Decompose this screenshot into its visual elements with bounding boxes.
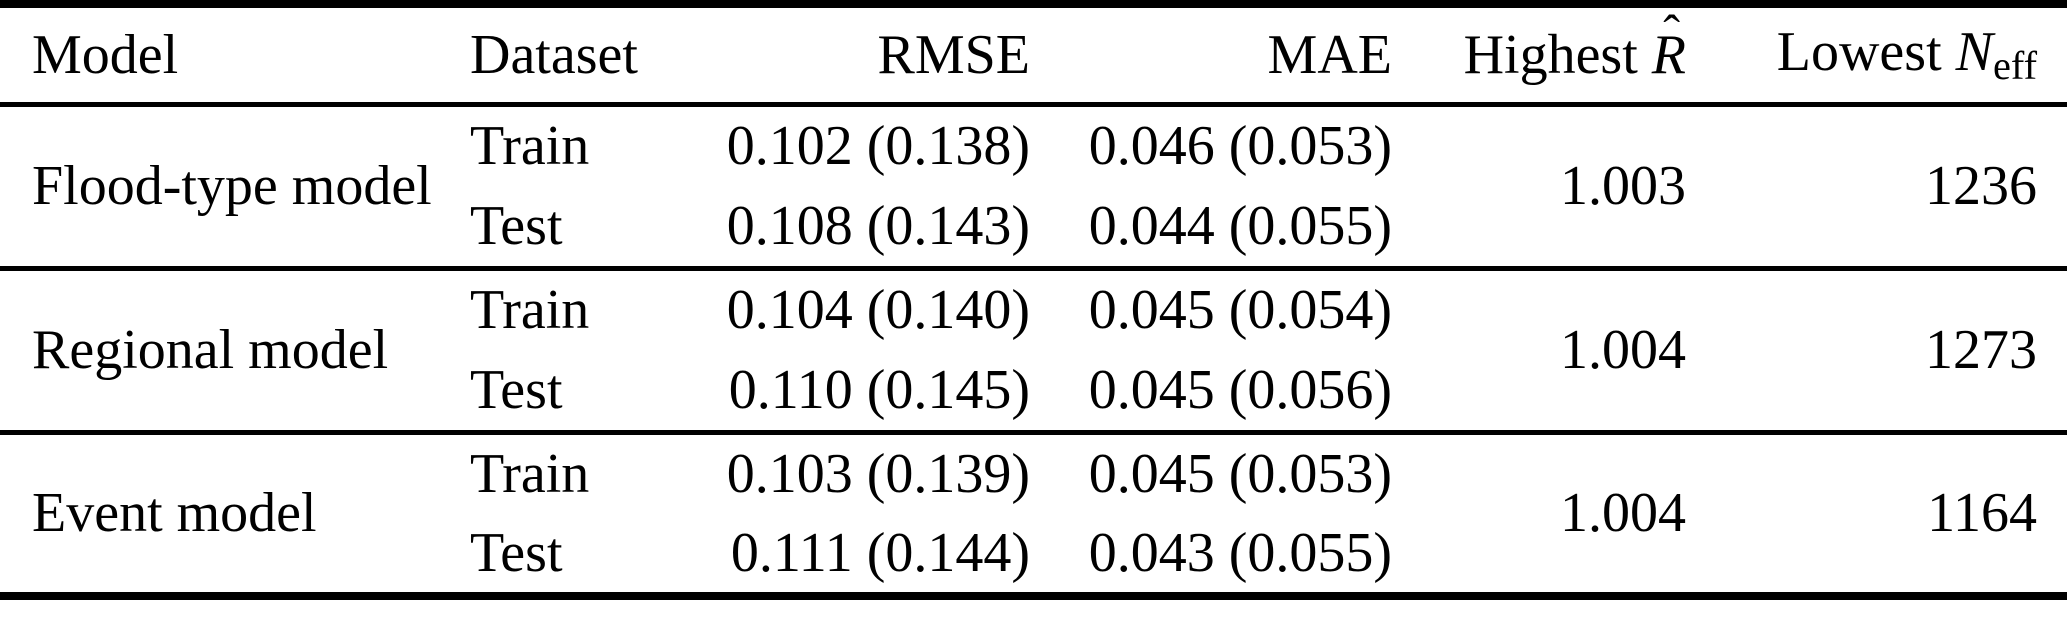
header-model: Model [0, 4, 470, 107]
cell-dataset: Test [470, 522, 563, 584]
table-row: Test 0.110 (0.145) 0.045 (0.056) [0, 350, 2067, 432]
table-row: Test 0.108 (0.143) 0.044 (0.055) [0, 186, 2067, 268]
cell-rmse: 0.111 (0.144) [730, 522, 1030, 584]
cell-rmse: 0.103 (0.139) [726, 443, 1030, 506]
table-row: Flood-type model Train 0.102 (0.138) 0.0… [0, 104, 2067, 214]
row-group-flood-type-model: Flood-type model Train 0.102 (0.138) 0.0… [0, 104, 2067, 268]
header-lowest-neff: Lowest Neff [1686, 4, 2067, 107]
cell-mae: 0.045 (0.053) [1088, 443, 1392, 506]
cell-rmse: 0.108 (0.143) [726, 194, 1030, 257]
cell-mae: 0.046 (0.053) [1088, 115, 1392, 178]
header-mae: MAE [1030, 4, 1392, 107]
table-row: Test 0.111 (0.144) 0.043 (0.055) [0, 514, 2067, 596]
cell-highest-rhat: 1.004 [1560, 482, 1686, 545]
cell-lowest-neff: 1273 [1925, 319, 2037, 381]
cell-rmse: 0.104 (0.140) [726, 279, 1030, 342]
cell-model-name: Event model [32, 482, 317, 545]
cell-dataset: Train [470, 279, 590, 342]
cell-mae: 0.044 (0.055) [1088, 194, 1392, 257]
header-highest-rhat-prefix: Highest [1463, 23, 1652, 86]
cell-mae: 0.045 (0.054) [1088, 279, 1392, 342]
cell-lowest-neff: 1164 [1927, 482, 2037, 545]
cell-dataset: Train [470, 443, 590, 506]
cell-dataset: Train [470, 115, 590, 178]
cell-dataset: Test [470, 358, 563, 421]
header-rmse: RMSE [710, 4, 1030, 107]
rhat-letter: R [1651, 23, 1686, 86]
row-group-regional-model: Regional model Train 0.104 (0.140) 0.045… [0, 268, 2067, 432]
cell-mae: 0.043 (0.055) [1088, 522, 1392, 584]
cell-model-name: Flood-type model [32, 155, 432, 217]
cell-rmse: 0.110 (0.145) [728, 358, 1030, 421]
cell-lowest-neff: 1236 [1925, 155, 2037, 217]
rhat-hat-accent: ˆ [1663, 4, 1681, 61]
table-row: Event model Train 0.103 (0.139) 0.045 (0… [0, 432, 2067, 541]
cell-rmse: 0.102 (0.138) [726, 115, 1030, 178]
cell-highest-rhat: 1.004 [1560, 319, 1686, 381]
header-dataset: Dataset [470, 4, 710, 107]
table-row: Regional model Train 0.104 (0.140) 0.045… [0, 268, 2067, 378]
row-group-event-model: Event model Train 0.103 (0.139) 0.045 (0… [0, 432, 2067, 596]
neff-subscript: eff [1992, 42, 2037, 88]
neff-symbol: N [1955, 20, 1993, 83]
header-lowest-neff-prefix: Lowest [1776, 20, 1956, 83]
cell-mae: 0.045 (0.056) [1088, 358, 1392, 421]
cell-dataset: Test [470, 194, 563, 257]
cell-highest-rhat: 1.003 [1560, 155, 1686, 217]
cell-model-name: Regional model [32, 319, 389, 381]
